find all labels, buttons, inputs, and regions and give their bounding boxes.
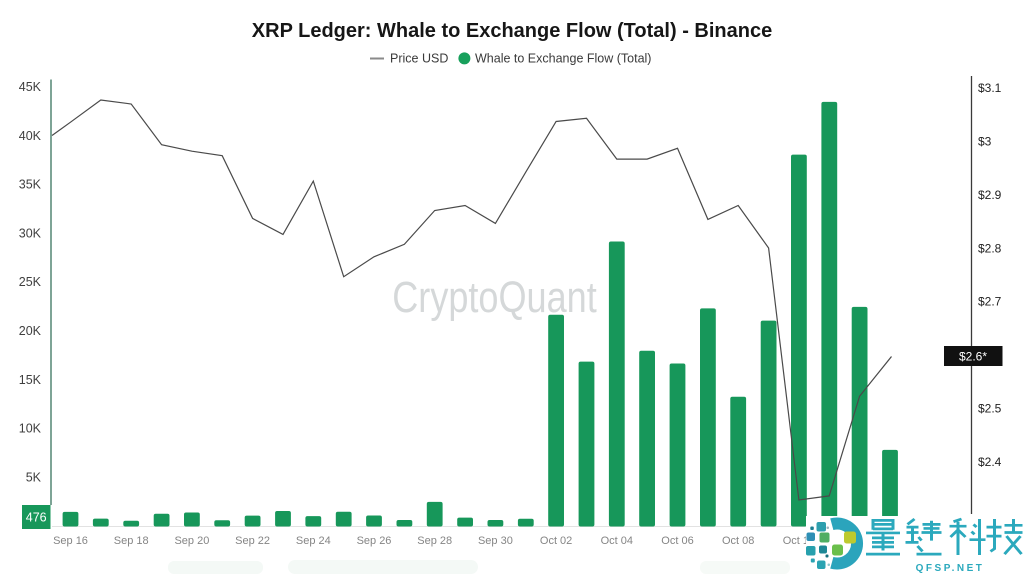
- svg-text:$2.5: $2.5: [978, 402, 1002, 416]
- svg-text:Sep 22: Sep 22: [235, 535, 270, 547]
- svg-text:QFSP.NET: QFSP.NET: [916, 563, 985, 574]
- svg-text:15K: 15K: [19, 373, 42, 387]
- svg-text:Sep 24: Sep 24: [296, 535, 331, 547]
- svg-text:Price USD: Price USD: [390, 52, 448, 66]
- svg-text:Oct 04: Oct 04: [601, 535, 633, 547]
- svg-text:10K: 10K: [19, 422, 42, 436]
- svg-text:Sep 20: Sep 20: [174, 535, 209, 547]
- svg-text:Sep 30: Sep 30: [478, 535, 513, 547]
- svg-text:Sep 18: Sep 18: [114, 535, 149, 547]
- svg-text:$2.7: $2.7: [978, 295, 1002, 309]
- svg-text:476: 476: [26, 511, 47, 525]
- svg-text:20K: 20K: [19, 324, 42, 338]
- svg-text:5K: 5K: [26, 470, 42, 484]
- svg-text:Sep 28: Sep 28: [417, 535, 452, 547]
- svg-text:Oct 08: Oct 08: [722, 535, 754, 547]
- svg-text:Sep 26: Sep 26: [357, 535, 392, 547]
- svg-text:$3: $3: [978, 134, 992, 148]
- svg-text:$2.4: $2.4: [978, 455, 1002, 469]
- svg-text:Oct 02: Oct 02: [540, 535, 572, 547]
- svg-text:$3.1: $3.1: [978, 81, 1002, 95]
- svg-text:XRP Ledger: Whale to Exchange: XRP Ledger: Whale to Exchange Flow (Tota…: [252, 20, 772, 42]
- svg-text:35K: 35K: [19, 178, 42, 192]
- svg-text:Sep 16: Sep 16: [53, 535, 88, 547]
- svg-text:Whale to Exchange Flow (Total): Whale to Exchange Flow (Total): [475, 52, 651, 66]
- svg-text:$2.9: $2.9: [978, 188, 1002, 202]
- svg-text:CryptoQuant: CryptoQuant: [392, 273, 596, 322]
- svg-text:40K: 40K: [19, 129, 42, 143]
- svg-text:Oct 06: Oct 06: [661, 535, 693, 547]
- svg-text:45K: 45K: [19, 80, 42, 94]
- svg-text:$2.6*: $2.6*: [959, 349, 987, 363]
- svg-text:25K: 25K: [19, 275, 42, 289]
- svg-text:30K: 30K: [19, 226, 42, 240]
- svg-text:$2.8: $2.8: [978, 241, 1002, 255]
